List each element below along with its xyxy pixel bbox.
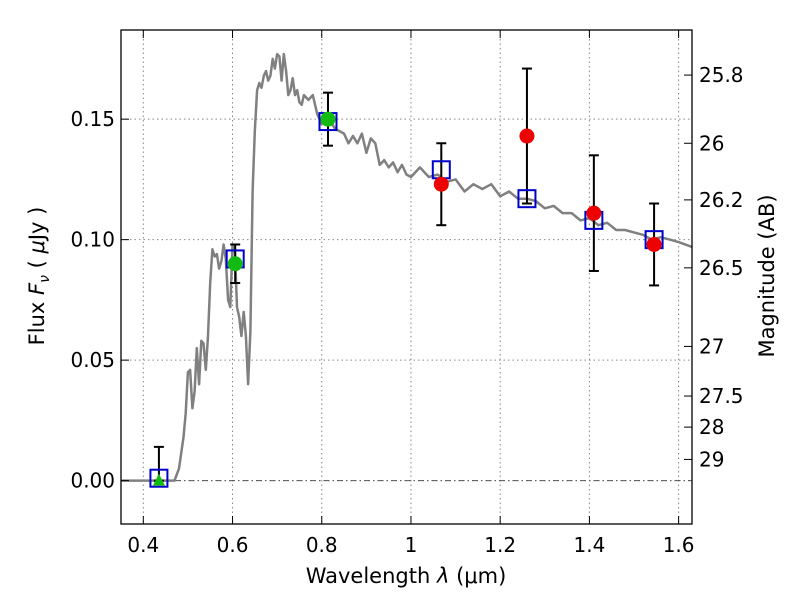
magnitude-tick-label: 25.8 [699, 63, 744, 87]
y-tick-label: 0.15 [70, 107, 115, 131]
x-tick-label: 0.8 [306, 533, 338, 557]
optical-detection-point [227, 256, 243, 272]
magnitude-tick-label: 26.5 [699, 256, 744, 280]
axis-ticks [121, 30, 692, 524]
model-photometry-square [149, 468, 169, 488]
x-tick-label: 1.4 [573, 533, 605, 557]
model-photometry-square [517, 189, 537, 209]
x-tick-label: 0.4 [127, 533, 159, 557]
nearir-detection-point [586, 205, 602, 221]
upper-limit-triangle [152, 473, 165, 486]
magnitude-tick-label: 26.2 [699, 188, 744, 212]
optical-detection-point [320, 111, 336, 127]
x-axis-label: Wavelength λ (μm) [306, 564, 507, 588]
x-tick-label: 1 [405, 533, 418, 557]
model-spectrum-line [121, 52, 693, 482]
y-tick-label: 0.10 [70, 228, 115, 252]
plot-frame [120, 29, 693, 525]
model-spectrum [121, 52, 693, 482]
photometry-points [149, 67, 664, 488]
magnitude-tick-label: 27 [699, 334, 724, 358]
nearir-detection-point [646, 236, 662, 252]
x-tick-label: 1.2 [484, 533, 516, 557]
tick-labels: 0.4 0.6 0.8 1 1.2 1.4 1.6 0.00 0.05 0.10 0.15 25.8 2… [70, 63, 743, 557]
nearir-detection-point [433, 176, 449, 192]
magnitude-tick-label: 26 [699, 131, 724, 155]
x-tick-label: 1.6 [663, 533, 695, 557]
nearir-detection-point [519, 128, 535, 144]
y-tick-label: 0.00 [70, 469, 115, 493]
x-tick-label: 0.6 [217, 533, 249, 557]
right-axis-label: Magnitude (AB) [755, 194, 779, 357]
magnitude-tick-label: 29 [699, 447, 724, 471]
magnitude-tick-label: 27.5 [699, 384, 744, 408]
y-axis-label: Flux Fν ( μJy ) [25, 207, 53, 346]
magnitude-tick-label: 28 [699, 415, 724, 439]
y-tick-label: 0.05 [70, 348, 115, 372]
